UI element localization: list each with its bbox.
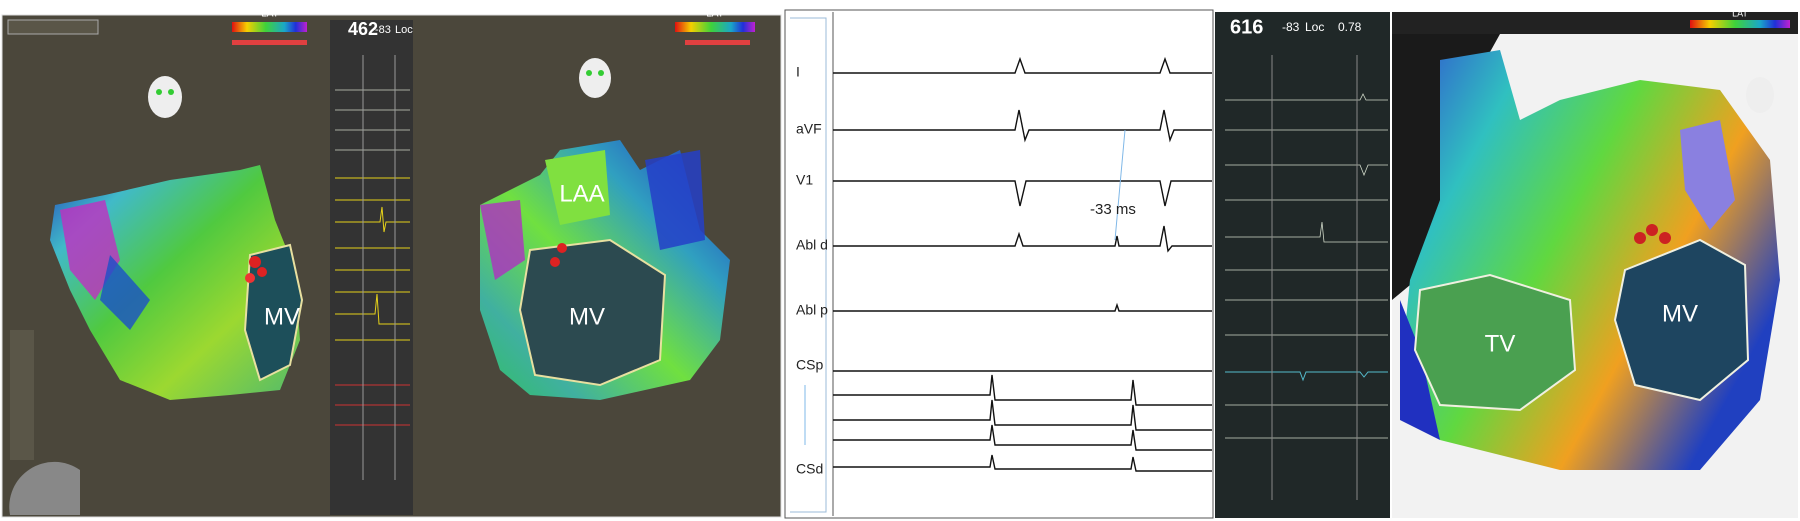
lead-label: V1 <box>796 172 813 188</box>
shape <box>9 461 80 515</box>
shape <box>243 243 304 382</box>
shape <box>557 243 567 253</box>
shape <box>257 267 267 277</box>
shape <box>1690 20 1790 28</box>
shape <box>50 165 300 400</box>
shape <box>245 273 255 283</box>
ecg-panel: -33 ms I aVF V1 Abl d Abl p CSp CSd <box>784 9 1214 519</box>
shape <box>586 70 592 76</box>
shape <box>675 22 755 32</box>
lat-value: -83 <box>1282 20 1300 34</box>
shape <box>10 330 34 460</box>
shape <box>335 384 410 426</box>
shape <box>480 200 525 280</box>
shape <box>833 109 1212 143</box>
lead-label: CSd <box>796 461 823 477</box>
shape <box>1225 93 1388 336</box>
shape <box>148 76 182 118</box>
shape <box>168 89 174 95</box>
shape <box>833 302 1212 312</box>
shape <box>833 180 1212 207</box>
shape <box>232 22 307 32</box>
map-label: MV <box>569 303 605 330</box>
shape <box>1114 129 1126 241</box>
value: 0.78 <box>1338 20 1362 34</box>
shape <box>833 399 1212 431</box>
shape <box>790 17 827 513</box>
shape <box>1400 300 1440 440</box>
shape <box>1613 238 1750 402</box>
annotation: -33 ms <box>1090 201 1136 218</box>
shape <box>833 424 1212 451</box>
shape <box>1225 371 1388 382</box>
shape <box>645 150 705 250</box>
shape <box>249 256 261 268</box>
shape <box>833 454 1212 472</box>
shape <box>1646 224 1658 236</box>
map-label: MV <box>264 303 300 330</box>
shape <box>545 150 610 225</box>
shape <box>579 58 611 98</box>
shape <box>330 20 413 515</box>
shape <box>833 225 1212 253</box>
map-panel-middle: LAT LAA MV <box>480 9 755 400</box>
map-label: LAA <box>559 180 604 207</box>
shape <box>1634 232 1646 244</box>
shape <box>1392 12 1798 34</box>
shape <box>550 257 560 267</box>
shape <box>156 89 162 95</box>
shape <box>1659 232 1671 244</box>
ecg-strip-left: 462 -83 Loc <box>330 19 413 515</box>
shape <box>685 40 750 45</box>
shape <box>100 255 150 330</box>
shape <box>7 19 99 35</box>
lead-label: CSp <box>796 357 823 373</box>
loc-label: Loc <box>1305 20 1324 34</box>
shape <box>833 374 1212 406</box>
shape <box>1746 77 1774 113</box>
lead-label: aVF <box>796 121 822 137</box>
shape <box>1225 404 1388 439</box>
loc-label: Loc <box>395 24 413 36</box>
shape <box>833 56 1212 74</box>
lead-label: I <box>796 64 800 80</box>
legend-title: LAT <box>706 9 724 20</box>
shape <box>1680 120 1735 230</box>
shape <box>1413 273 1577 412</box>
lead-label: Abl d <box>796 237 828 253</box>
legend-title: LAT <box>261 9 279 20</box>
lat-value: -83 <box>375 24 391 36</box>
ecg-strip-right: 616 -83 Loc 0.78 <box>1215 12 1390 518</box>
shape <box>335 177 410 341</box>
cycle-length: 462 <box>348 19 378 39</box>
shape <box>518 238 667 387</box>
map-label: MV <box>1662 300 1698 327</box>
cycle-length: 616 <box>1230 16 1263 38</box>
lead-label: Abl p <box>796 302 828 318</box>
legend-title: LAT <box>1732 8 1748 18</box>
shape <box>1215 12 1390 518</box>
shape <box>598 70 604 76</box>
map-label: TV <box>1485 330 1516 357</box>
shape <box>335 89 410 151</box>
shape <box>232 40 307 45</box>
shape <box>60 200 120 300</box>
shape <box>784 9 1214 519</box>
map-panel-right: LAT 16 TV MV <box>1392 8 1798 518</box>
